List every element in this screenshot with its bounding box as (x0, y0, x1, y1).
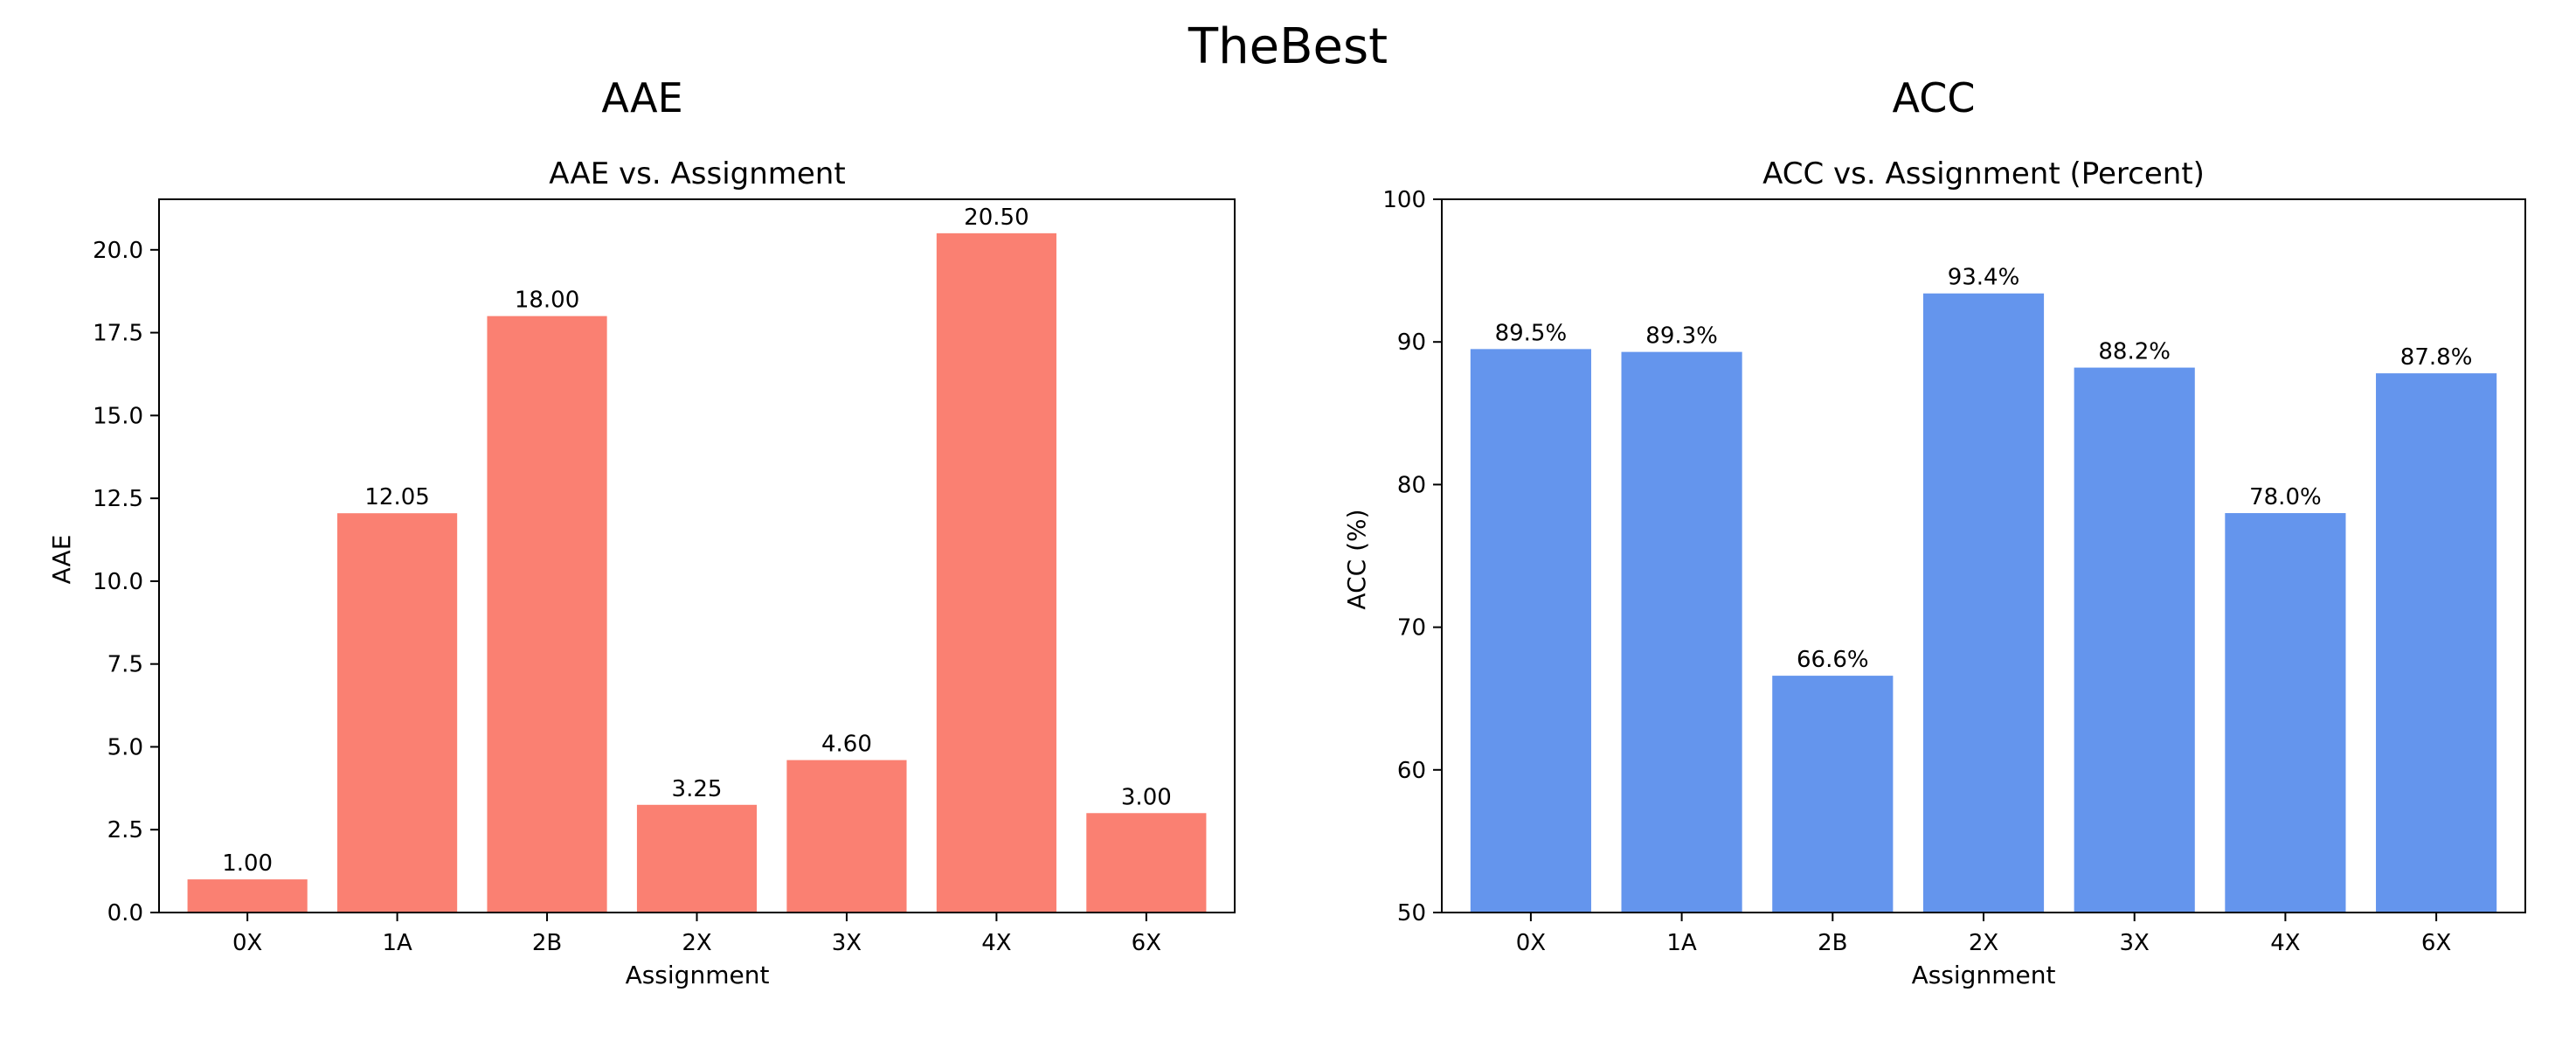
aae-ytick-label: 15.0 (93, 403, 143, 429)
acc-bar-0x (1470, 349, 1591, 913)
aae-bar-2x (636, 804, 758, 913)
acc-bar-value-label: 87.8% (2400, 344, 2473, 371)
acc-panel-title: ACC (1893, 74, 1976, 121)
acc-ytick-label: 50 (1397, 900, 1426, 926)
aae-bar-6x (1086, 813, 1207, 913)
acc-ytick-label: 60 (1397, 758, 1426, 784)
acc-xtick-label: 2X (1969, 930, 1998, 956)
aae-xtick-label: 3X (832, 930, 862, 956)
aae-ytick-label: 2.5 (107, 817, 143, 843)
acc-bar-6x (2376, 373, 2497, 913)
acc-bar-value-label: 93.4% (1948, 265, 2020, 291)
aae-ytick-label: 20.0 (93, 238, 143, 264)
aae-xtick-label: 1A (382, 930, 412, 956)
acc-bar-value-label: 89.3% (1645, 323, 1718, 350)
aae-bar-4x (936, 232, 1056, 913)
acc-xaxis-label: Assignment (1912, 961, 2056, 989)
aae-bar-1a (337, 513, 458, 913)
aae-bar-value-label: 20.50 (964, 205, 1028, 231)
aae-xtick-label: 2B (532, 930, 562, 956)
acc-plot-area: 89.5% 89.3% 66.6% 93.4% 88.2% 78.0% 87.8% 0X 1A 2… (1382, 187, 2526, 956)
acc-yaxis-label: ACC (%) (1342, 509, 1371, 609)
figure-suptitle: TheBest (1188, 18, 1388, 75)
acc-panel: ACC ACC vs. Assignment (Percent) Assignm… (1342, 74, 2526, 989)
aae-ytick-label: 5.0 (107, 734, 143, 760)
aae-ytick-label: 0.0 (107, 900, 143, 926)
aae-bar-value-label: 12.05 (364, 484, 429, 510)
acc-xtick-label: 1A (1666, 930, 1697, 956)
acc-ytick-label: 90 (1397, 330, 1426, 356)
acc-xtick-label: 2B (1818, 930, 1847, 956)
acc-bar-2b (1772, 676, 1894, 913)
aae-bar-value-label: 18.00 (515, 288, 579, 314)
acc-ytick-label: 70 (1397, 615, 1426, 642)
acc-bar-value-label: 78.0% (2249, 484, 2322, 510)
aae-bar-value-label: 4.60 (821, 732, 872, 758)
aae-xtick-label: 6X (1132, 930, 1161, 956)
aae-yaxis-label: AAE (47, 535, 76, 585)
aae-bar-value-label: 1.00 (222, 850, 273, 877)
aae-ytick-label: 7.5 (107, 652, 143, 678)
acc-bar-2x (1922, 293, 2045, 913)
acc-bar-value-label: 66.6% (1797, 647, 1869, 673)
acc-ytick-label: 100 (1382, 187, 1426, 213)
aae-xtick-label: 2X (682, 930, 711, 956)
aae-bar-2b (487, 316, 607, 913)
acc-xtick-label: 6X (2421, 930, 2451, 956)
aae-bar-3x (786, 760, 907, 913)
acc-chart-title: ACC vs. Assignment (Percent) (1762, 156, 2205, 191)
aae-xtick-label: 4X (981, 930, 1011, 956)
acc-ytick-label: 80 (1397, 472, 1426, 498)
acc-bar-3x (2074, 367, 2195, 913)
aae-ytick-label: 17.5 (93, 321, 143, 347)
acc-bar-1a (1621, 351, 1742, 913)
aae-panel-title: AAE (601, 74, 682, 121)
acc-xtick-label: 0X (1516, 930, 1546, 956)
acc-xtick-label: 3X (2120, 930, 2150, 956)
acc-xtick-label: 4X (2270, 930, 2300, 956)
aae-ytick-label: 12.5 (93, 486, 143, 512)
acc-bar-value-label: 89.5% (1495, 320, 1568, 346)
aae-panel: AAE AAE vs. Assignment Assignment AAE 1.… (47, 74, 1236, 989)
aae-bar-0x (187, 879, 308, 913)
acc-bar-value-label: 88.2% (2098, 339, 2171, 365)
aae-chart-title: AAE vs. Assignment (549, 156, 845, 191)
aae-xtick-label: 0X (232, 930, 262, 956)
aae-ytick-label: 10.0 (93, 569, 143, 595)
acc-bar-4x (2225, 513, 2346, 913)
aae-bar-value-label: 3.25 (672, 776, 723, 802)
aae-plot-area: 1.00 12.05 18.00 3.25 4.60 20.50 3.00 0X 1A 2B 2X 3… (93, 198, 1236, 956)
aae-xaxis-label: Assignment (626, 961, 770, 989)
aae-bar-value-label: 3.00 (1121, 784, 1172, 810)
